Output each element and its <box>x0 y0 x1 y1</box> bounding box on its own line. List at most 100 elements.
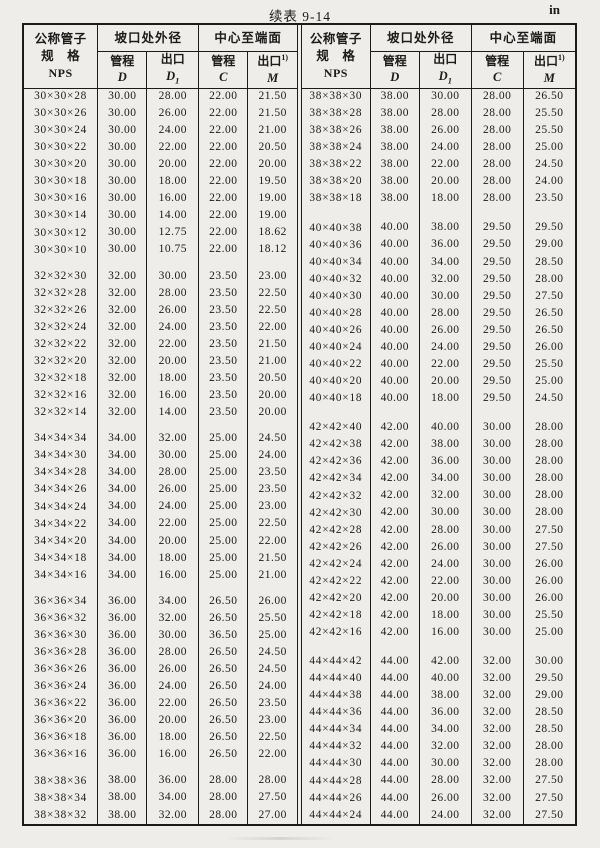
empty-cell <box>198 421 249 431</box>
value-cell: 36.00 <box>97 626 148 645</box>
value-cell: 30.00 <box>97 241 148 259</box>
value-cell: 24.00 <box>247 678 297 696</box>
value-cell: 25.00 <box>198 498 249 516</box>
nps-cell: 40×40×32 <box>302 270 371 288</box>
value-cell: 32.00 <box>97 284 148 302</box>
value-cell: 18.00 <box>146 173 200 191</box>
value-cell: 32.00 <box>97 370 148 388</box>
value-cell: 28.00 <box>198 789 249 807</box>
value-cell: 30.00 <box>97 224 148 242</box>
value-cell: 40.00 <box>369 338 420 356</box>
value-cell: 40.00 <box>418 670 472 688</box>
value-cell: 38.00 <box>369 88 420 106</box>
nps-cell: 38×38×28 <box>302 105 371 123</box>
table-row: 42×42×36 42.00 36.00 30.00 28.00 <box>302 453 575 471</box>
empty-cell <box>247 421 297 431</box>
value-cell: 32.00 <box>470 653 524 671</box>
empty-cell <box>198 583 249 593</box>
nps-cell: 40×40×36 <box>302 236 371 254</box>
value-cell: 26.00 <box>146 661 200 679</box>
nps-cell: 36×36×20 <box>24 712 99 730</box>
nps-cell: 36×36×22 <box>24 695 99 713</box>
value-cell: 44.00 <box>369 755 420 773</box>
value-cell: 25.00 <box>198 464 249 482</box>
value-cell: 28.00 <box>418 772 472 790</box>
value-cell: 24.00 <box>418 139 472 157</box>
table-row: 42×42×18 42.00 18.00 30.00 25.50 <box>302 606 575 624</box>
value-cell: 40.00 <box>369 355 420 374</box>
outlet-m-column-header: 出口1) M <box>247 51 297 89</box>
table-row: 38×38×34 38.00 34.00 28.00 27.50 <box>24 789 297 807</box>
value-cell: 23.50 <box>198 352 249 371</box>
value-cell: 28.00 <box>522 470 575 488</box>
value-cell: 28.00 <box>522 453 575 471</box>
value-cell: 23.50 <box>198 387 249 405</box>
value-cell: 23.50 <box>198 301 249 319</box>
value-cell: 29.50 <box>470 236 524 254</box>
table-row: 30×30×24 30.00 24.00 22.00 21.00 <box>24 122 297 140</box>
group-separator-row <box>24 583 297 593</box>
table-row: 32×32×18 32.00 18.00 23.50 20.50 <box>24 370 297 388</box>
value-cell: 40.00 <box>418 419 472 437</box>
nps-cell: 40×40×34 <box>302 253 371 271</box>
value-cell: 25.00 <box>198 549 249 567</box>
value-cell: 30.00 <box>470 436 524 454</box>
value-cell: 20.50 <box>247 139 297 157</box>
nps-cell: 38×38×30 <box>302 88 371 106</box>
nps-cell: 44×44×38 <box>302 687 371 705</box>
value-cell: 23.50 <box>247 464 297 482</box>
empty-cell <box>470 407 524 420</box>
table-row: 30×30×16 30.00 16.00 22.00 19.00 <box>24 190 297 208</box>
value-cell: 22.00 <box>146 139 200 157</box>
table-row: 34×34×26 34.00 26.00 25.00 23.50 <box>24 481 297 499</box>
value-cell: 16.00 <box>418 623 472 642</box>
nps-cell: 34×34×30 <box>24 447 99 465</box>
table-row: 38×38×20 38.00 20.00 28.00 24.00 <box>302 173 575 191</box>
nps-cell: 30×30×24 <box>24 122 99 140</box>
table-row: 40×40×34 40.00 34.00 29.50 28.50 <box>302 253 575 271</box>
value-cell: 25.00 <box>522 623 575 642</box>
value-cell: 36.50 <box>198 626 249 645</box>
empty-cell <box>146 258 200 268</box>
value-cell: 38.00 <box>369 156 420 174</box>
nps-cell: 36×36×24 <box>24 678 99 696</box>
value-cell: 20.00 <box>146 352 200 371</box>
value-cell: 22.00 <box>146 335 200 353</box>
table-row: 36×36×18 36.00 18.00 26.50 22.50 <box>24 729 297 747</box>
value-cell: 30.00 <box>418 287 472 305</box>
nps-cell: 30×30×20 <box>24 156 99 174</box>
value-cell: 27.50 <box>247 789 297 807</box>
value-cell: 22.50 <box>247 284 297 302</box>
empty-cell <box>97 763 148 773</box>
nps-cell: 32×32×20 <box>24 352 99 371</box>
nps-cell: 38×38×24 <box>302 139 371 157</box>
value-cell: 23.00 <box>247 712 297 730</box>
table-row: 30×30×26 30.00 26.00 22.00 21.50 <box>24 105 297 123</box>
value-cell: 32.00 <box>97 387 148 405</box>
value-cell: 34.00 <box>146 592 200 610</box>
scan-smudge <box>200 837 360 840</box>
nps-cell: 36×36×16 <box>24 746 99 764</box>
nps-cell: 38×38×20 <box>302 173 371 191</box>
value-cell: 32.00 <box>418 270 472 288</box>
table-row: 38×38×32 38.00 32.00 28.00 27.00 <box>24 806 297 824</box>
group-separator-row <box>302 407 575 420</box>
value-cell: 19.00 <box>247 190 297 208</box>
nps-cell: 44×44×40 <box>302 670 371 688</box>
value-cell: 26.50 <box>198 609 249 627</box>
table-row: 30×30×12 30.00 12.75 22.00 18.62 <box>24 224 297 242</box>
value-cell: 34.00 <box>418 470 472 488</box>
nps-cell: 42×42×18 <box>302 606 371 624</box>
value-cell: 25.00 <box>247 626 297 645</box>
value-cell: 22.00 <box>418 156 472 174</box>
value-cell: 34.00 <box>97 566 148 584</box>
table-row: 42×42×24 42.00 24.00 30.00 26.00 <box>302 555 575 573</box>
nps-cell: 30×30×28 <box>24 88 99 106</box>
table-row: 42×42×38 42.00 38.00 30.00 28.00 <box>302 436 575 454</box>
table-row: 32×32×28 32.00 28.00 23.50 22.50 <box>24 284 297 302</box>
table-row: 42×42×26 42.00 26.00 30.00 27.50 <box>302 538 575 556</box>
value-cell: 44.00 <box>369 738 420 756</box>
table-row: 32×32×16 32.00 16.00 23.50 20.00 <box>24 387 297 405</box>
table-row: 38×38×26 38.00 26.00 28.00 25.50 <box>302 122 575 140</box>
